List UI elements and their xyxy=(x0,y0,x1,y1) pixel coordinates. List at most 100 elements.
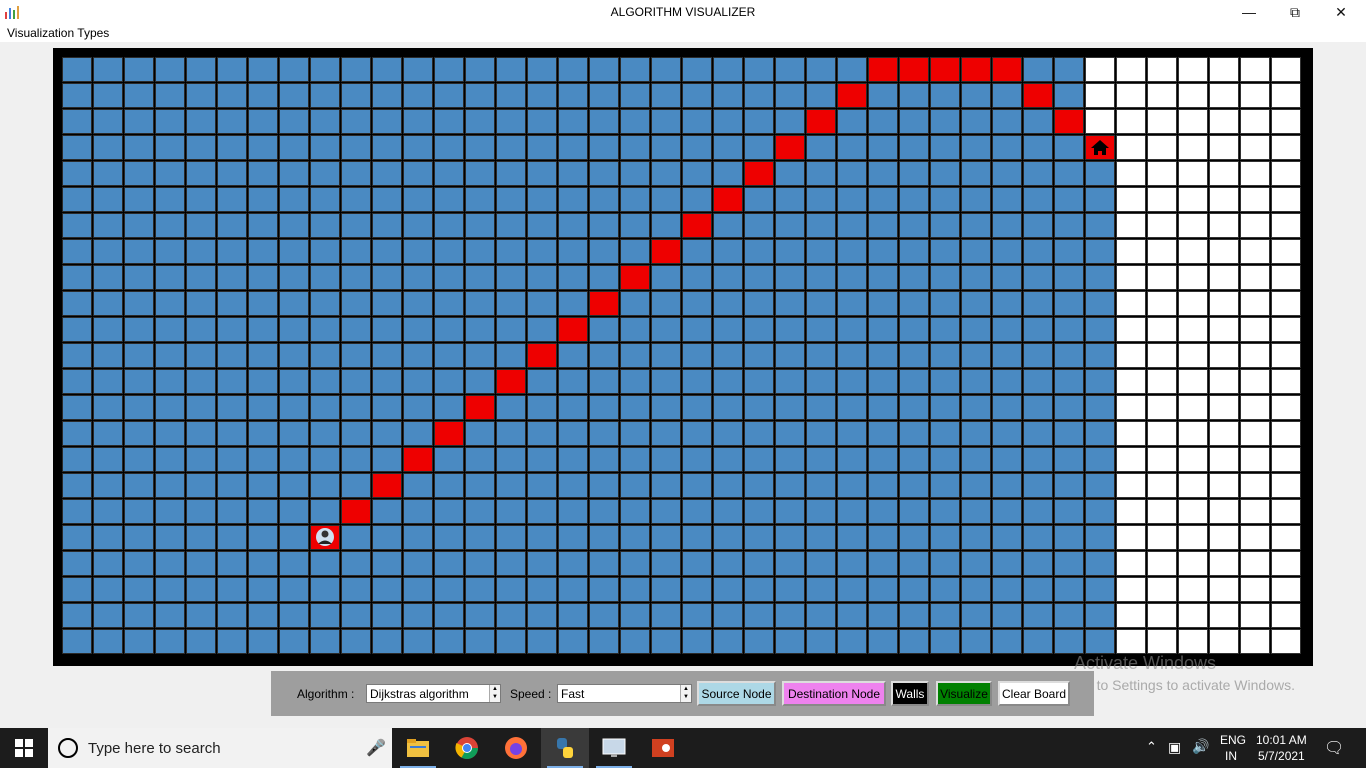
grid-cell[interactable] xyxy=(279,603,309,628)
grid-cell[interactable] xyxy=(775,395,805,420)
grid-cell[interactable] xyxy=(1116,187,1146,212)
grid-cell[interactable] xyxy=(1240,369,1270,394)
grid-cell[interactable] xyxy=(403,603,433,628)
grid-cell[interactable] xyxy=(434,577,464,602)
grid-cell[interactable] xyxy=(837,551,867,576)
grid-cell[interactable] xyxy=(1085,447,1115,472)
grid-cell[interactable] xyxy=(744,109,774,134)
grid-cell[interactable] xyxy=(682,265,712,290)
grid-cell[interactable] xyxy=(1085,265,1115,290)
grid-cell[interactable] xyxy=(620,629,650,654)
grid-cell[interactable] xyxy=(992,213,1022,238)
grid-cell[interactable] xyxy=(868,525,898,550)
grid-cell[interactable] xyxy=(372,395,402,420)
grid-cell[interactable] xyxy=(620,369,650,394)
grid-cell[interactable] xyxy=(527,499,557,524)
grid-cell[interactable] xyxy=(496,135,526,160)
grid-cell[interactable] xyxy=(744,239,774,264)
grid-cell[interactable] xyxy=(837,161,867,186)
grid-cell[interactable] xyxy=(434,499,464,524)
grid-cell[interactable] xyxy=(589,213,619,238)
grid-cell[interactable] xyxy=(1116,603,1146,628)
grid-cell[interactable] xyxy=(589,187,619,212)
grid-cell[interactable] xyxy=(651,447,681,472)
grid-cell[interactable] xyxy=(217,57,247,82)
grid-cell[interactable] xyxy=(186,135,216,160)
grid-cell[interactable] xyxy=(558,135,588,160)
grid-cell[interactable] xyxy=(1085,421,1115,446)
grid-cell[interactable] xyxy=(62,187,92,212)
grid-cell[interactable] xyxy=(1116,577,1146,602)
grid-cell[interactable] xyxy=(868,265,898,290)
grid-cell[interactable] xyxy=(186,473,216,498)
grid-cell[interactable] xyxy=(837,525,867,550)
grid-cell[interactable] xyxy=(279,161,309,186)
grid-cell[interactable] xyxy=(310,551,340,576)
grid-cell[interactable] xyxy=(1240,343,1270,368)
grid-cell[interactable] xyxy=(744,473,774,498)
grid-cell[interactable] xyxy=(341,395,371,420)
grid-cell[interactable] xyxy=(558,239,588,264)
menu-visualization-types[interactable]: Visualization Types xyxy=(7,26,110,40)
grid-cell[interactable] xyxy=(434,603,464,628)
grid-cell[interactable] xyxy=(1240,525,1270,550)
grid-cell[interactable] xyxy=(1240,109,1270,134)
grid-cell[interactable] xyxy=(620,551,650,576)
grid-cell[interactable] xyxy=(1023,343,1053,368)
grid-cell[interactable] xyxy=(372,265,402,290)
grid-cell[interactable] xyxy=(682,239,712,264)
spin-arrows-icon[interactable]: ▲ ▼ xyxy=(680,685,691,702)
grid-cell[interactable] xyxy=(620,473,650,498)
grid-cell[interactable] xyxy=(372,629,402,654)
grid-cell[interactable] xyxy=(155,421,185,446)
grid-cell[interactable] xyxy=(930,577,960,602)
grid-cell[interactable] xyxy=(93,421,123,446)
grid-cell[interactable] xyxy=(403,395,433,420)
grid-cell[interactable] xyxy=(248,629,278,654)
grid-cell[interactable] xyxy=(62,473,92,498)
grid-cell[interactable] xyxy=(1271,447,1301,472)
grid-cell[interactable] xyxy=(837,369,867,394)
grid-cell[interactable] xyxy=(775,369,805,394)
grid-cell[interactable] xyxy=(62,83,92,108)
grid-cell[interactable] xyxy=(372,57,402,82)
grid-cell[interactable] xyxy=(775,83,805,108)
grid-cell[interactable] xyxy=(341,57,371,82)
grid-cell[interactable] xyxy=(310,213,340,238)
grid-cell[interactable] xyxy=(806,499,836,524)
grid-cell[interactable] xyxy=(558,265,588,290)
grid-cell[interactable] xyxy=(1023,447,1053,472)
grid-cell[interactable] xyxy=(279,291,309,316)
grid-cell[interactable] xyxy=(620,421,650,446)
grid-cell[interactable] xyxy=(806,265,836,290)
grid-cell[interactable] xyxy=(992,109,1022,134)
grid-cell[interactable] xyxy=(341,161,371,186)
grid-cell[interactable] xyxy=(465,603,495,628)
grid-cell[interactable] xyxy=(1178,161,1208,186)
grid-cell[interactable] xyxy=(775,551,805,576)
grid-cell[interactable] xyxy=(1023,499,1053,524)
grid-cell[interactable] xyxy=(465,265,495,290)
grid-cell[interactable] xyxy=(651,291,681,316)
grid-cell[interactable] xyxy=(1147,577,1177,602)
grid-cell[interactable] xyxy=(868,317,898,342)
grid-cell[interactable] xyxy=(682,369,712,394)
grid-cell[interactable] xyxy=(155,343,185,368)
grid-cell[interactable] xyxy=(434,343,464,368)
grid-cell[interactable] xyxy=(372,161,402,186)
grid-cell[interactable] xyxy=(403,109,433,134)
grid-cell[interactable] xyxy=(1054,213,1084,238)
grid-cell[interactable] xyxy=(186,317,216,342)
grid-cell[interactable] xyxy=(1023,395,1053,420)
grid-cell[interactable] xyxy=(1271,161,1301,186)
grid-cell[interactable] xyxy=(1054,135,1084,160)
grid-cell[interactable] xyxy=(651,525,681,550)
grid-cell[interactable] xyxy=(248,109,278,134)
grid-cell[interactable] xyxy=(1271,499,1301,524)
grid-cell[interactable] xyxy=(248,499,278,524)
grid-cell[interactable] xyxy=(961,525,991,550)
grid-cell[interactable] xyxy=(713,395,743,420)
grid-cell[interactable] xyxy=(1147,57,1177,82)
grid-cell[interactable] xyxy=(341,629,371,654)
source-node-button[interactable]: Source Node xyxy=(697,681,776,706)
